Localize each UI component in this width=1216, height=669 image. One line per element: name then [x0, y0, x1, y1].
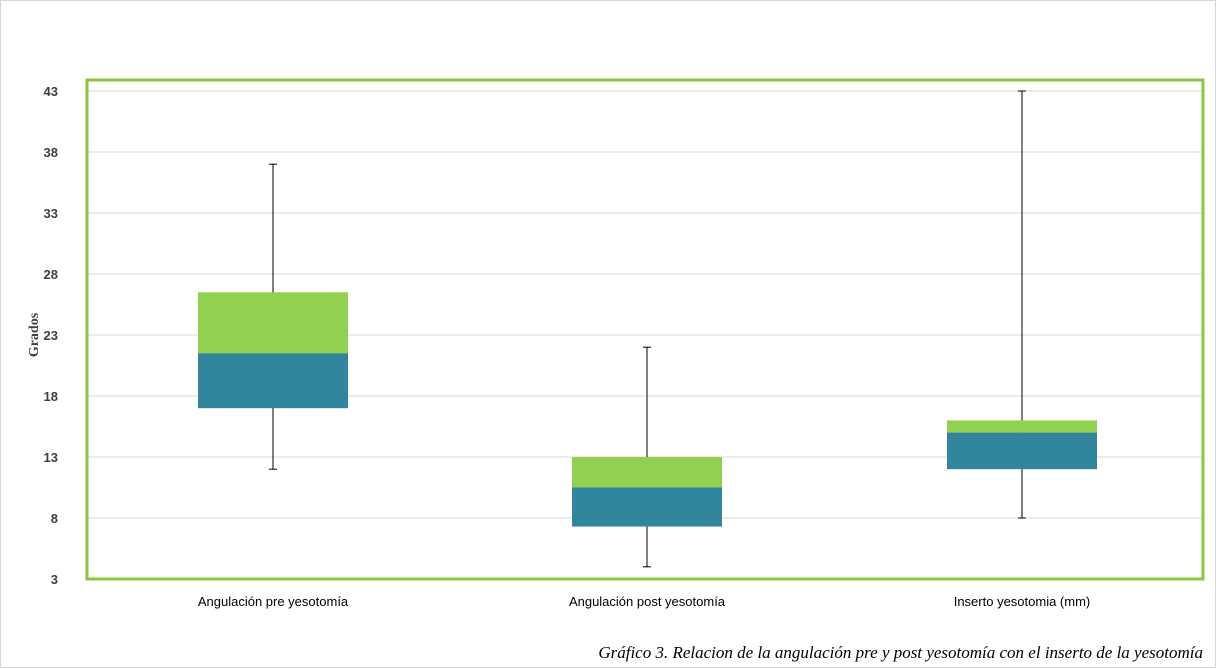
category-labels: Angulación pre yesotomía Angulación post … — [198, 594, 1090, 609]
y-tick-label: 28 — [44, 267, 58, 282]
figure-caption: Gráfico 3. Relacion de la angulación pre… — [598, 643, 1203, 662]
box-lower-quartile — [198, 353, 348, 409]
y-axis-label: Grados — [27, 312, 42, 357]
y-tick-label: 8 — [51, 511, 58, 526]
y-tick-label: 33 — [44, 206, 58, 221]
y-tick-label: 13 — [44, 450, 58, 465]
box-layer — [198, 292, 1097, 527]
plot-area-border — [85, 78, 1205, 581]
box-lower-quartile — [572, 487, 722, 527]
category-label: Angulación post yesotomía — [569, 594, 726, 609]
box-lower-quartile — [947, 432, 1097, 470]
y-tick-label: 43 — [44, 84, 58, 99]
y-tick-label: 23 — [44, 328, 58, 343]
category-label: Inserto yesotomia (mm) — [954, 594, 1091, 609]
box-upper-quartile — [572, 457, 722, 488]
y-tick-label: 3 — [51, 572, 58, 587]
category-label: Angulación pre yesotomía — [198, 594, 349, 609]
y-tick-label: 18 — [44, 389, 58, 404]
box-upper-quartile — [947, 420, 1097, 433]
box-upper-quartile — [198, 292, 348, 354]
y-tick-label: 38 — [44, 145, 58, 160]
